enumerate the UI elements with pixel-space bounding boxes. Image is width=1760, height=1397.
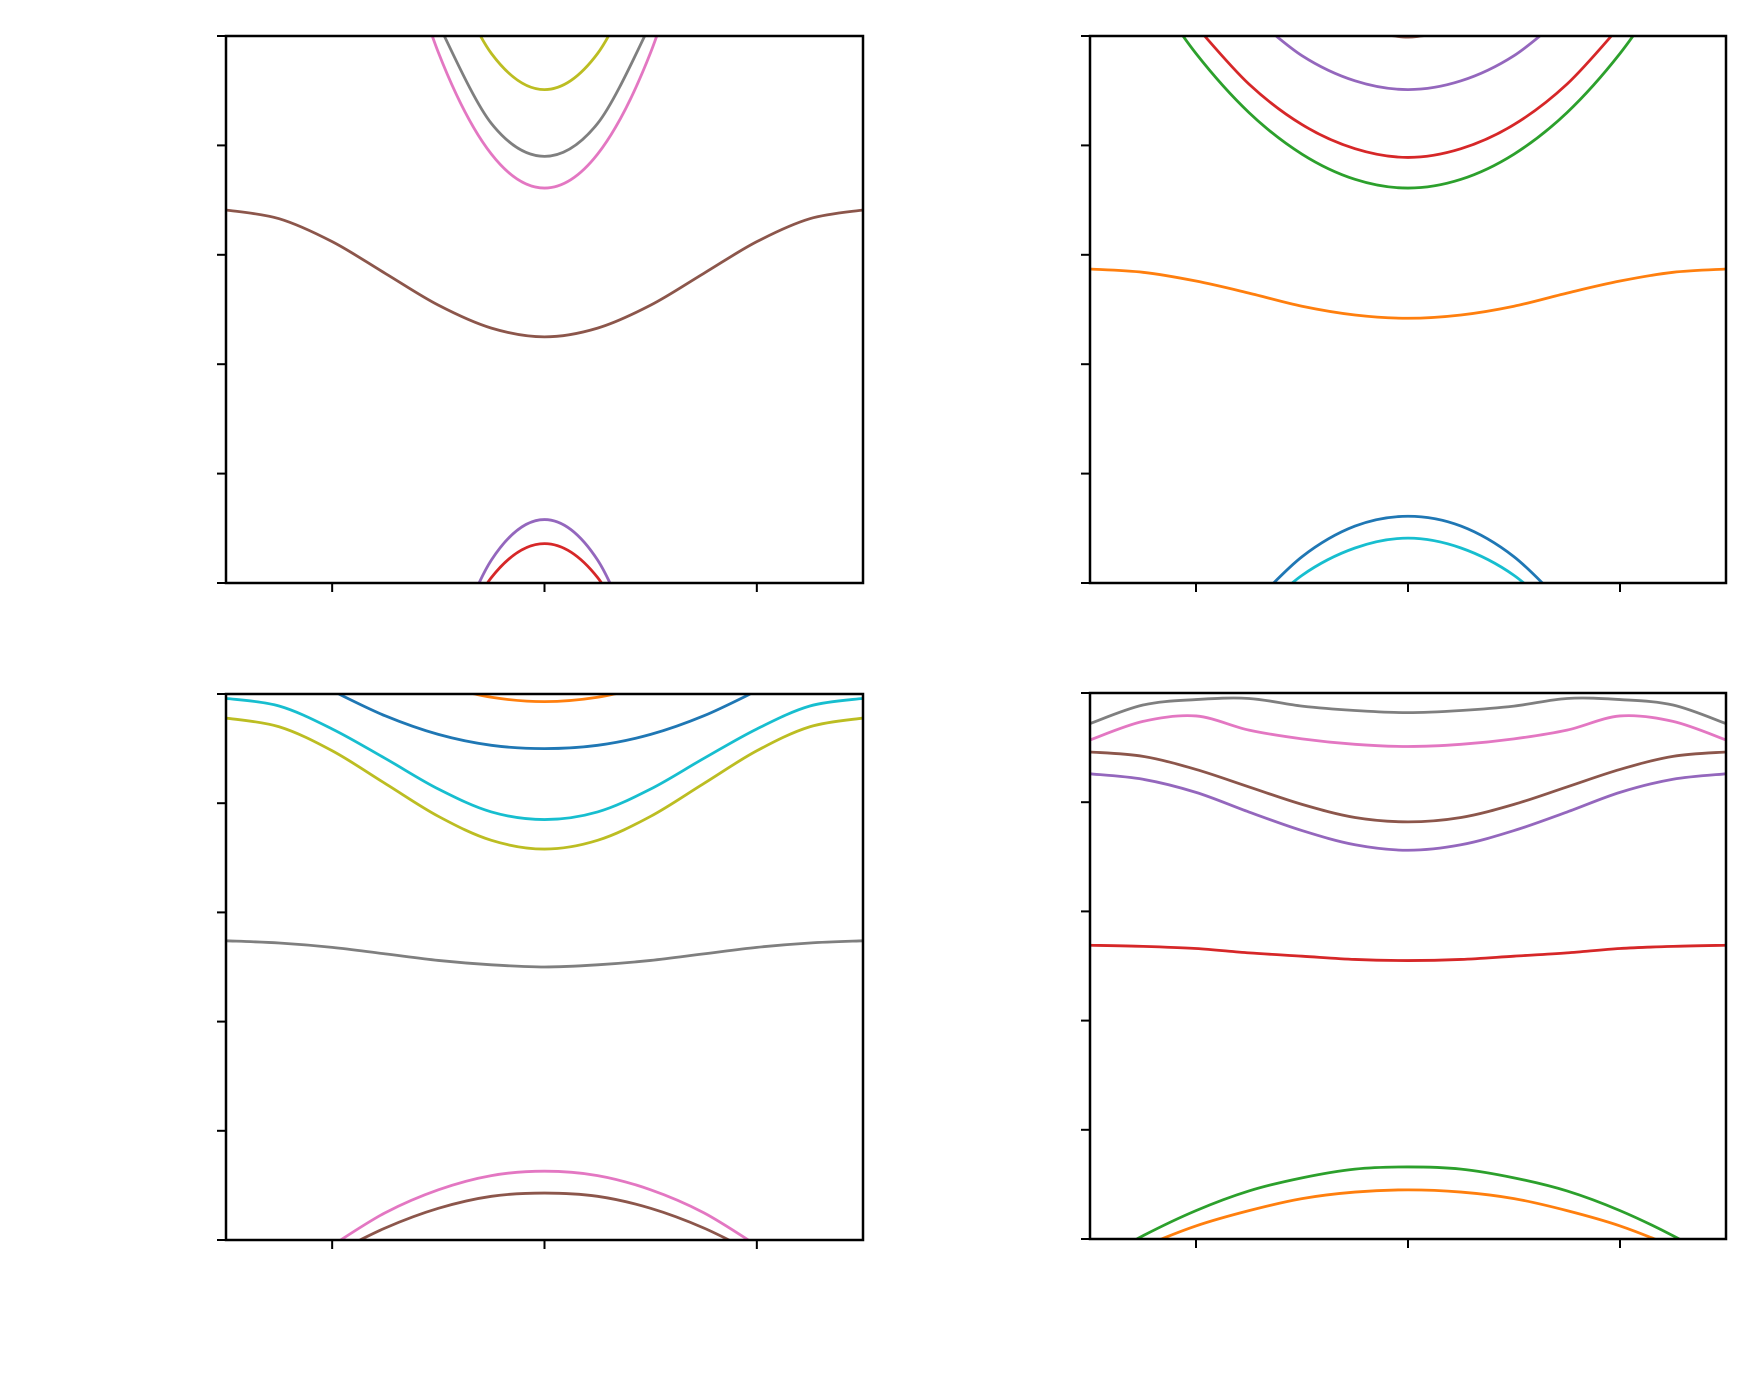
band-line: [442, 36, 647, 158]
band-line: [1181, 36, 1635, 190]
subplot: [1081, 691, 1728, 1248]
band-line: [1090, 696, 1726, 725]
band-line: [226, 939, 863, 969]
band-line: [356, 1191, 733, 1240]
band-line: [1157, 1188, 1659, 1239]
band-line: [1271, 514, 1545, 583]
axes-frame: [1088, 34, 1728, 585]
subplot: [217, 692, 865, 1249]
band-line: [226, 208, 863, 339]
band-line: [226, 696, 863, 821]
band-line: [335, 694, 754, 751]
band-line: [1090, 750, 1726, 824]
axes-frame: [1088, 691, 1728, 1241]
subplot: [217, 34, 865, 592]
band-line: [1273, 36, 1543, 92]
band-line: [1133, 1165, 1683, 1239]
band-line: [430, 36, 659, 190]
axes-frame: [224, 34, 865, 585]
band-line: [1289, 536, 1527, 583]
band-line: [468, 694, 621, 704]
band-line: [1090, 943, 1726, 962]
band-line: [1090, 267, 1726, 320]
band-line: [1090, 714, 1726, 748]
band-line: [1090, 772, 1726, 852]
subplot: [1081, 34, 1728, 592]
band-line: [1202, 36, 1614, 159]
band-line: [478, 36, 611, 92]
band-line: [338, 1169, 751, 1240]
band-line: [477, 518, 612, 583]
band-line: [485, 542, 604, 583]
band-line: [226, 716, 863, 851]
